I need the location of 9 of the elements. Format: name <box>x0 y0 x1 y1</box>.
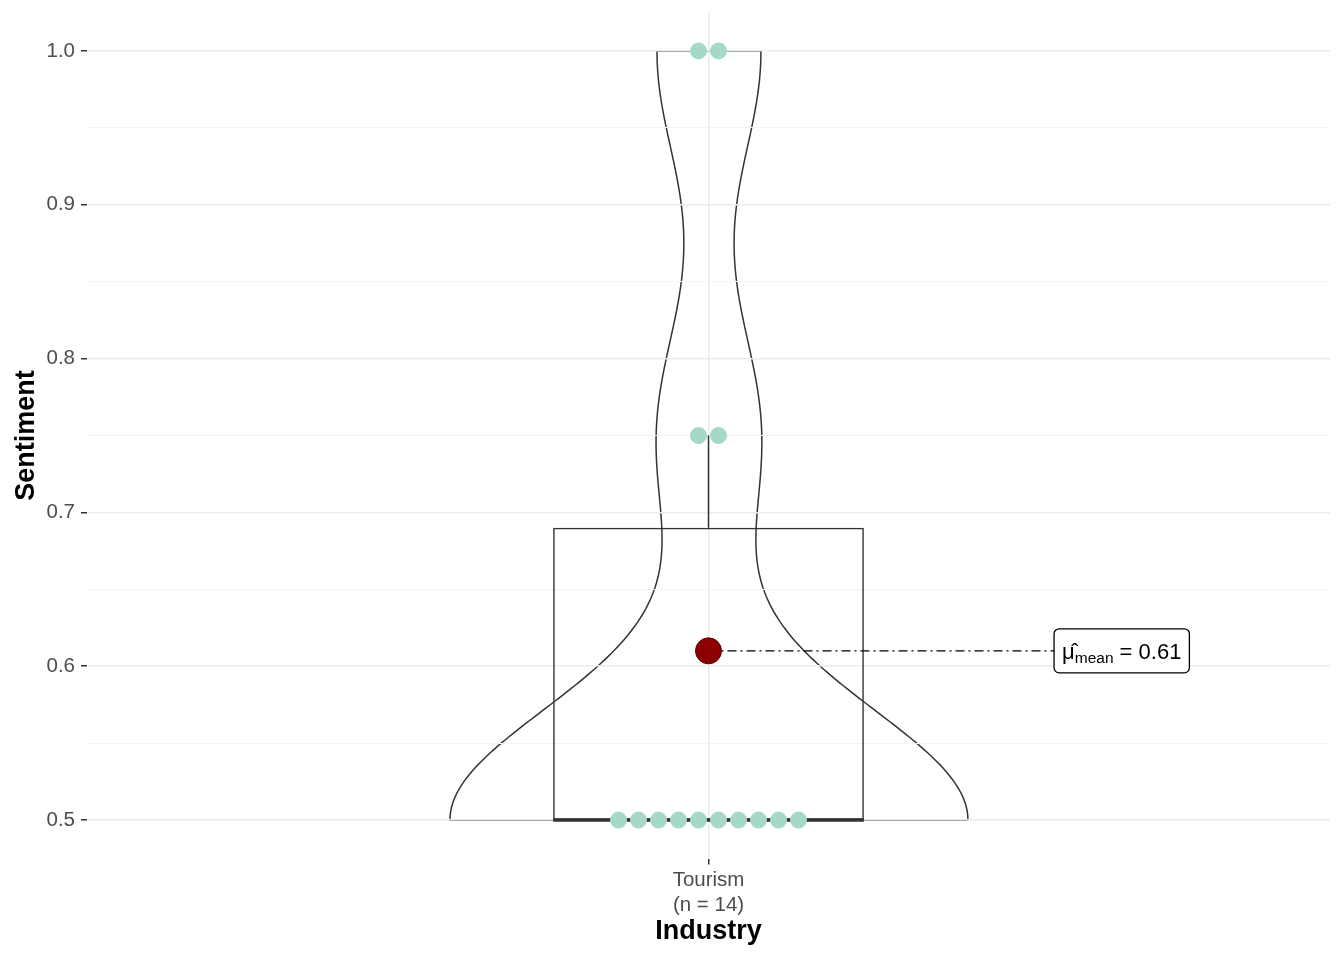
y-tick-label: 0.8 <box>46 345 75 369</box>
x-axis-title: Industry <box>655 915 762 946</box>
x-tick-label: Tourism (n = 14) <box>672 867 745 916</box>
y-tick-label: 0.5 <box>46 806 75 830</box>
y-axis-title: Sentiment <box>9 370 40 501</box>
y-tick-label: 0.9 <box>46 191 75 215</box>
y-tick-label: 0.6 <box>46 652 75 676</box>
y-tick-label: 1.0 <box>46 37 75 61</box>
y-tick-label: 0.7 <box>46 499 75 523</box>
